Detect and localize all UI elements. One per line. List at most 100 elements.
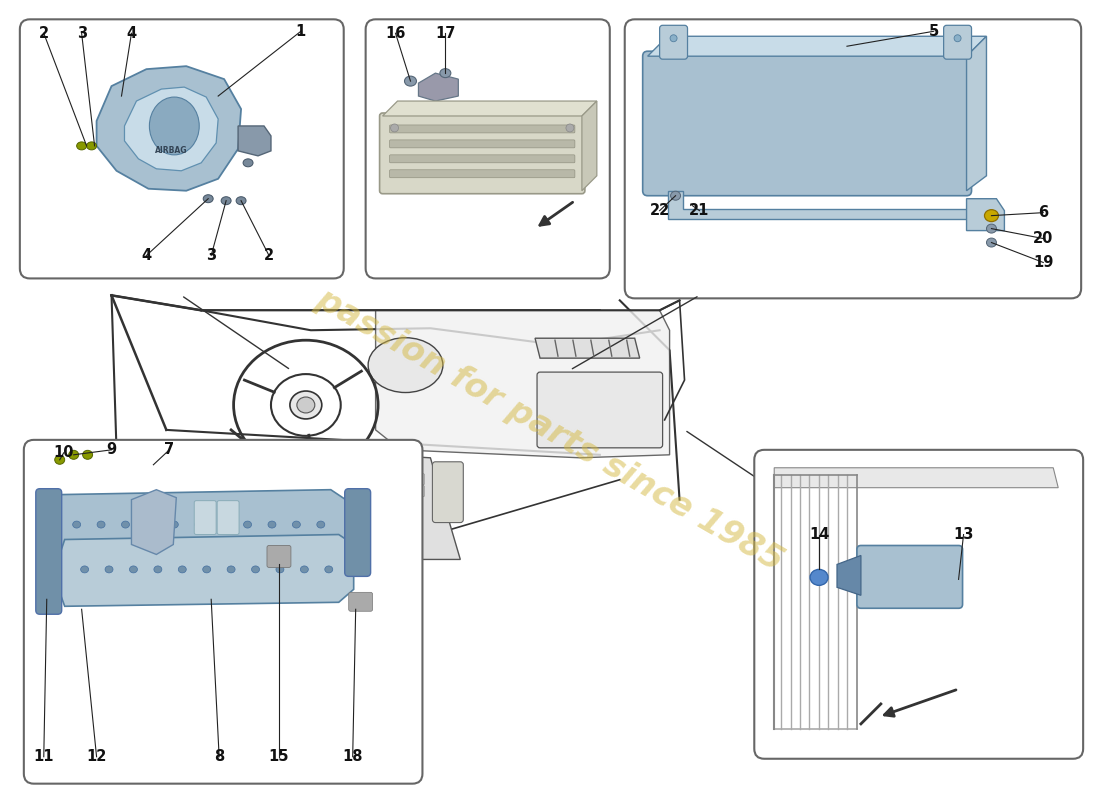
Ellipse shape: [565, 124, 574, 132]
Ellipse shape: [243, 521, 252, 528]
Text: 7: 7: [164, 442, 175, 458]
FancyBboxPatch shape: [24, 440, 422, 784]
FancyBboxPatch shape: [389, 170, 575, 178]
Text: 19: 19: [1033, 255, 1054, 270]
Ellipse shape: [219, 521, 227, 528]
Text: 18: 18: [342, 750, 363, 764]
Text: 4: 4: [141, 248, 152, 263]
Text: 8: 8: [214, 750, 224, 764]
Ellipse shape: [130, 566, 138, 573]
Text: 3: 3: [77, 26, 87, 41]
Ellipse shape: [368, 338, 443, 393]
Ellipse shape: [300, 566, 308, 573]
Text: 22: 22: [649, 203, 670, 218]
Ellipse shape: [204, 194, 213, 202]
Ellipse shape: [221, 197, 231, 205]
Ellipse shape: [671, 191, 681, 200]
Ellipse shape: [954, 34, 961, 42]
Text: 2: 2: [39, 26, 48, 41]
Ellipse shape: [55, 455, 65, 464]
Ellipse shape: [195, 521, 202, 528]
Ellipse shape: [987, 238, 997, 247]
FancyBboxPatch shape: [379, 113, 585, 194]
FancyBboxPatch shape: [642, 51, 971, 196]
FancyBboxPatch shape: [344, 489, 371, 576]
Polygon shape: [837, 555, 861, 595]
Text: 3: 3: [206, 248, 217, 263]
FancyBboxPatch shape: [267, 546, 290, 567]
Polygon shape: [967, 198, 1004, 230]
Polygon shape: [535, 338, 640, 358]
FancyBboxPatch shape: [217, 501, 239, 534]
Ellipse shape: [390, 124, 398, 132]
FancyBboxPatch shape: [389, 155, 575, 163]
Polygon shape: [774, 468, 1058, 488]
Ellipse shape: [317, 521, 324, 528]
Polygon shape: [124, 87, 218, 170]
Ellipse shape: [293, 521, 300, 528]
Text: 2: 2: [264, 248, 274, 263]
Polygon shape: [114, 460, 142, 559]
Polygon shape: [648, 36, 987, 56]
Polygon shape: [238, 126, 271, 156]
Ellipse shape: [243, 159, 253, 167]
Polygon shape: [967, 36, 987, 190]
FancyBboxPatch shape: [432, 462, 463, 522]
FancyBboxPatch shape: [36, 489, 62, 614]
FancyBboxPatch shape: [660, 26, 688, 59]
Ellipse shape: [324, 566, 333, 573]
Ellipse shape: [227, 566, 235, 573]
FancyBboxPatch shape: [389, 486, 400, 497]
FancyBboxPatch shape: [349, 592, 373, 611]
Ellipse shape: [121, 521, 130, 528]
FancyBboxPatch shape: [857, 546, 962, 608]
Ellipse shape: [150, 97, 199, 155]
Polygon shape: [378, 455, 460, 559]
Polygon shape: [97, 66, 241, 190]
FancyBboxPatch shape: [365, 19, 609, 278]
FancyBboxPatch shape: [755, 450, 1084, 758]
Polygon shape: [668, 190, 967, 218]
Ellipse shape: [297, 397, 315, 413]
Ellipse shape: [276, 566, 284, 573]
FancyBboxPatch shape: [20, 19, 343, 278]
Text: 5: 5: [928, 24, 938, 38]
Text: 12: 12: [87, 750, 107, 764]
FancyBboxPatch shape: [944, 26, 971, 59]
Text: passion for parts since 1985: passion for parts since 1985: [310, 282, 790, 578]
Polygon shape: [59, 534, 354, 606]
Polygon shape: [375, 310, 670, 458]
Text: 15: 15: [268, 750, 289, 764]
Ellipse shape: [106, 566, 113, 573]
Text: 20: 20: [1033, 231, 1054, 246]
Ellipse shape: [73, 521, 80, 528]
Ellipse shape: [146, 521, 154, 528]
FancyBboxPatch shape: [537, 372, 662, 448]
Ellipse shape: [80, 566, 89, 573]
Text: AIRBAG: AIRBAG: [155, 146, 188, 155]
Text: 21: 21: [690, 203, 710, 218]
Text: 17: 17: [436, 26, 455, 41]
Text: 16: 16: [385, 26, 406, 41]
FancyBboxPatch shape: [389, 125, 575, 133]
Ellipse shape: [170, 521, 178, 528]
Ellipse shape: [987, 224, 997, 233]
Ellipse shape: [68, 450, 78, 459]
Polygon shape: [383, 101, 597, 116]
Text: 10: 10: [54, 446, 74, 460]
Text: 4: 4: [126, 26, 136, 41]
Ellipse shape: [178, 566, 186, 573]
Ellipse shape: [670, 34, 678, 42]
Ellipse shape: [77, 142, 87, 150]
Ellipse shape: [236, 197, 246, 205]
Ellipse shape: [290, 391, 322, 419]
Ellipse shape: [984, 210, 999, 222]
Text: 14: 14: [808, 527, 829, 542]
Text: 6: 6: [1038, 205, 1048, 220]
Ellipse shape: [87, 142, 97, 150]
Ellipse shape: [202, 566, 211, 573]
Text: 1: 1: [296, 24, 306, 38]
Ellipse shape: [82, 450, 92, 459]
FancyBboxPatch shape: [389, 140, 575, 148]
Ellipse shape: [252, 566, 260, 573]
